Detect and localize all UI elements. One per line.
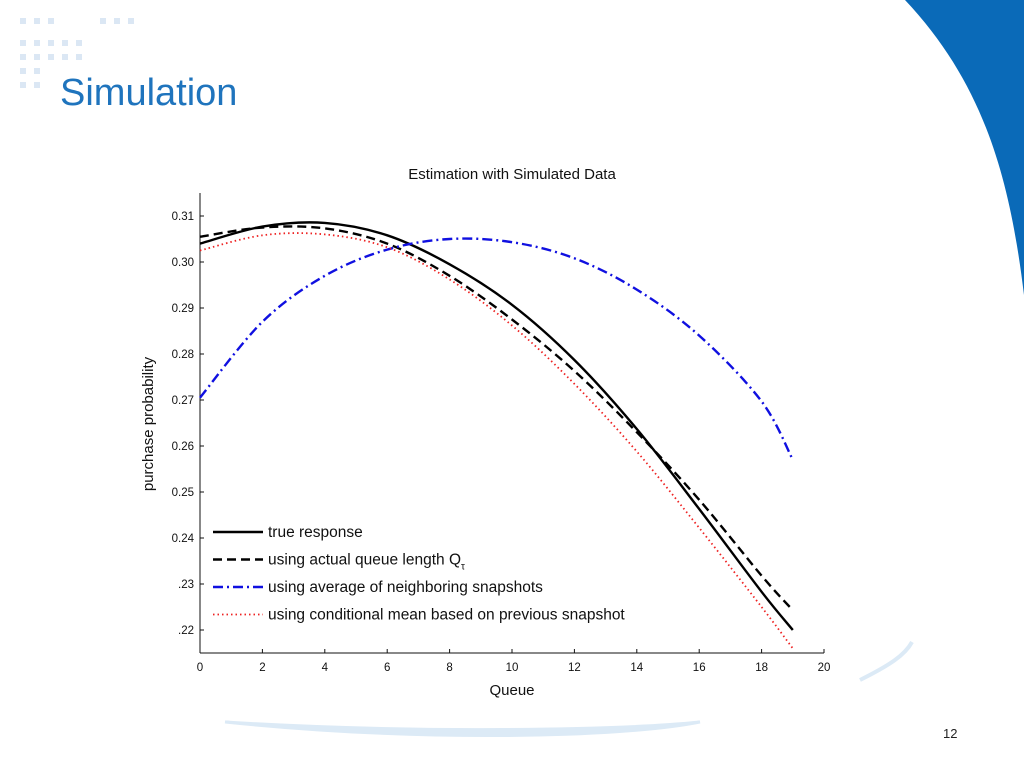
corner-wave-decoration bbox=[905, 0, 1024, 295]
legend-label-true-response: true response bbox=[268, 524, 363, 541]
series-line-true-response bbox=[199, 221, 794, 631]
x-tick-label: 18 bbox=[755, 662, 768, 674]
x-tick-label: 6 bbox=[384, 662, 390, 674]
legend-label-actual-queue-length: using actual queue length Qτ bbox=[268, 552, 465, 573]
y-tick-label: 0.24 bbox=[172, 533, 195, 545]
y-tick-label: 0.27 bbox=[172, 395, 194, 407]
legend-subscript: τ bbox=[461, 562, 465, 573]
slide-number: 12 bbox=[943, 726, 958, 741]
line-chart: Estimation with Simulated Data Queue pur… bbox=[140, 166, 830, 699]
right-swoosh-decoration bbox=[859, 640, 914, 682]
x-tick-label: 8 bbox=[446, 662, 452, 674]
axis-ticks: 0 2 4 6 8 10 12 14 16 18 20 0.31 0.30 0.29 0.28 0.27 0.2… bbox=[172, 211, 831, 674]
x-tick-label: 20 bbox=[818, 662, 831, 674]
slide-title: Simulation bbox=[60, 72, 238, 114]
y-tick-label: 0.26 bbox=[172, 441, 194, 453]
y-tick-label: 0.30 bbox=[172, 257, 194, 269]
x-tick-label: 12 bbox=[568, 662, 581, 674]
series-line-actual-queue-length bbox=[199, 225, 794, 612]
y-tick-label: .23 bbox=[178, 579, 194, 591]
x-tick-label: 14 bbox=[630, 662, 643, 674]
series-lines bbox=[199, 221, 794, 649]
legend-label-conditional-mean: using conditional mean based on previous… bbox=[268, 607, 625, 624]
y-axis-label: purchase probability bbox=[140, 356, 157, 491]
y-tick-label: 0.31 bbox=[172, 211, 194, 223]
series-line-conditional-mean bbox=[199, 232, 794, 649]
x-tick-label: 10 bbox=[506, 662, 519, 674]
y-tick-label: 0.28 bbox=[172, 349, 194, 361]
x-axis-label: Queue bbox=[489, 682, 534, 699]
x-tick-label: 16 bbox=[693, 662, 706, 674]
legend-label-neighboring-snapshots: using average of neighboring snapshots bbox=[268, 579, 543, 596]
x-tick-label: 0 bbox=[197, 662, 203, 674]
x-tick-label: 4 bbox=[322, 662, 329, 674]
y-tick-label: .22 bbox=[178, 625, 194, 637]
legend: true response using actual queue length Q… bbox=[213, 524, 625, 624]
series-line-neighboring-snapshots bbox=[199, 237, 794, 461]
y-tick-label: 0.25 bbox=[172, 487, 194, 499]
x-tick-label: 2 bbox=[259, 662, 265, 674]
plot-background bbox=[200, 193, 824, 653]
y-tick-label: 0.29 bbox=[172, 303, 194, 315]
chart-title: Estimation with Simulated Data bbox=[408, 166, 616, 183]
bottom-swoosh-decoration bbox=[224, 720, 701, 738]
